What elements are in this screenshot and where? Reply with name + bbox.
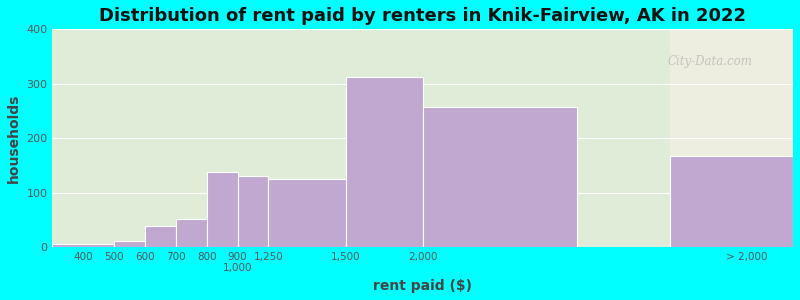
Title: Distribution of rent paid by renters in Knik-Fairview, AK in 2022: Distribution of rent paid by renters in … — [99, 7, 746, 25]
Bar — [670, 156, 793, 247]
Bar — [176, 219, 206, 247]
Bar — [670, 29, 793, 247]
X-axis label: rent paid ($): rent paid ($) — [374, 279, 472, 293]
Bar — [269, 179, 346, 247]
Text: City-Data.com: City-Data.com — [667, 56, 752, 68]
Bar — [346, 76, 422, 247]
Bar — [145, 226, 176, 247]
Bar — [114, 241, 145, 247]
Bar — [422, 106, 577, 247]
Bar — [53, 244, 114, 247]
Y-axis label: households: households — [7, 94, 21, 183]
Bar — [206, 172, 238, 247]
Bar — [238, 176, 269, 247]
